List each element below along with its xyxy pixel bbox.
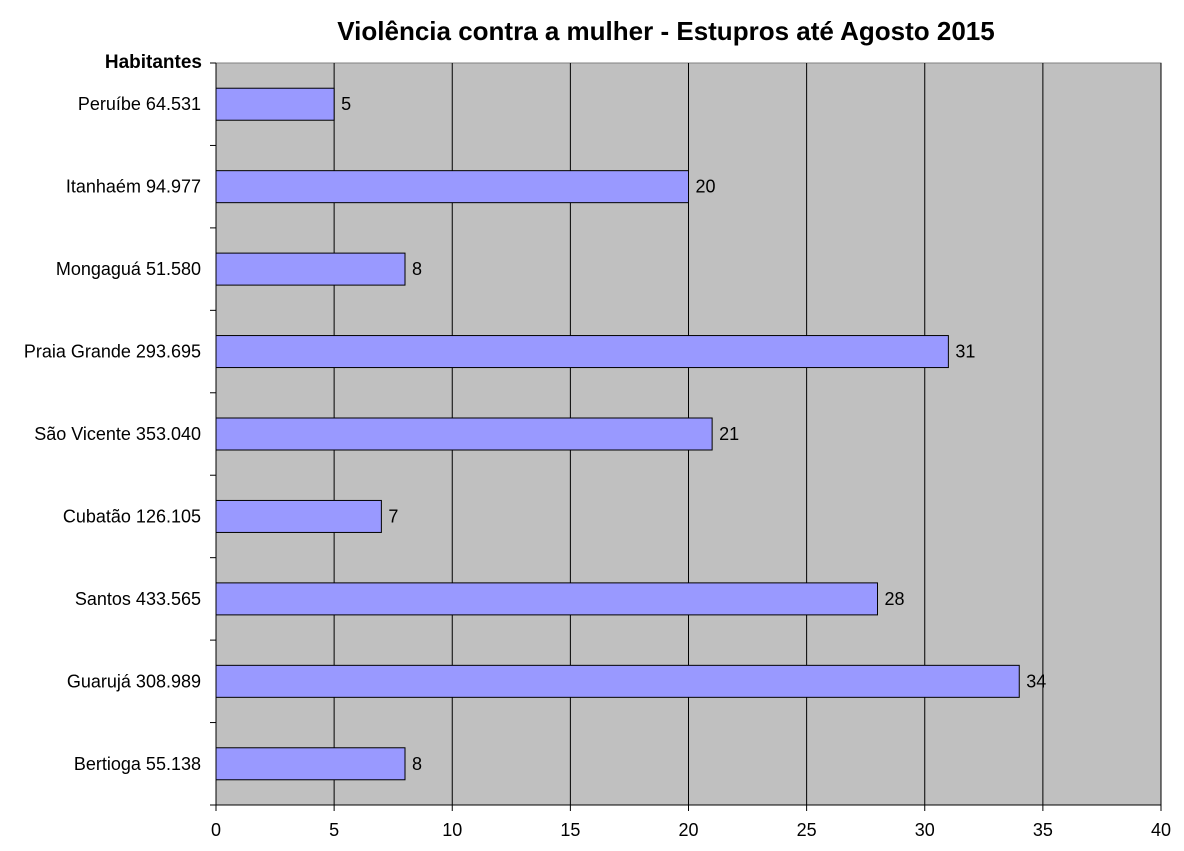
x-tick-label: 30	[915, 820, 935, 840]
x-tick-label: 5	[329, 820, 339, 840]
chart-title: Violência contra a mulher - Estupros até…	[337, 16, 994, 46]
x-tick-label: 10	[442, 820, 462, 840]
x-tick-label: 35	[1033, 820, 1053, 840]
data-label: 20	[696, 177, 716, 197]
category-label: Peruíbe 64.531	[78, 94, 201, 114]
category-label: Guarujá 308.989	[67, 671, 201, 691]
labels: 0 5 10 15 20 25 30 35 40 Peruíbe 64.531 5 Itanhaém …	[24, 94, 1171, 840]
bar	[215, 170, 689, 204]
category-label: São Vicente 353.040	[34, 424, 201, 444]
x-tick-label: 15	[560, 820, 580, 840]
bar	[215, 417, 713, 451]
data-label: 8	[412, 754, 422, 774]
x-tick-label: 25	[797, 820, 817, 840]
bar	[215, 499, 382, 533]
data-label: 31	[955, 342, 975, 362]
category-label: Praia Grande 293.695	[24, 342, 201, 362]
category-label: Bertioga 55.138	[74, 754, 201, 774]
x-tick-label: 40	[1151, 820, 1171, 840]
axes	[210, 62, 1162, 811]
bars	[215, 87, 1020, 781]
bar	[215, 582, 878, 616]
data-label: 8	[412, 259, 422, 279]
bar	[215, 252, 406, 286]
category-label: Itanhaém 94.977	[66, 177, 201, 197]
category-label: Santos 433.565	[75, 589, 201, 609]
bar	[215, 664, 1020, 698]
bar	[215, 747, 406, 781]
data-label: 28	[885, 589, 905, 609]
category-label: Cubatão 126.105	[63, 506, 201, 526]
bar	[215, 335, 949, 369]
data-label: 21	[719, 424, 739, 444]
x-tick-label: 20	[678, 820, 698, 840]
category-label: Mongaguá 51.580	[56, 259, 201, 279]
data-label: 7	[388, 506, 398, 526]
x-tick-label: 0	[211, 820, 221, 840]
bar	[215, 87, 335, 121]
data-label: 5	[341, 94, 351, 114]
data-label: 34	[1026, 671, 1046, 691]
y-axis-title: Habitantes	[105, 52, 202, 73]
